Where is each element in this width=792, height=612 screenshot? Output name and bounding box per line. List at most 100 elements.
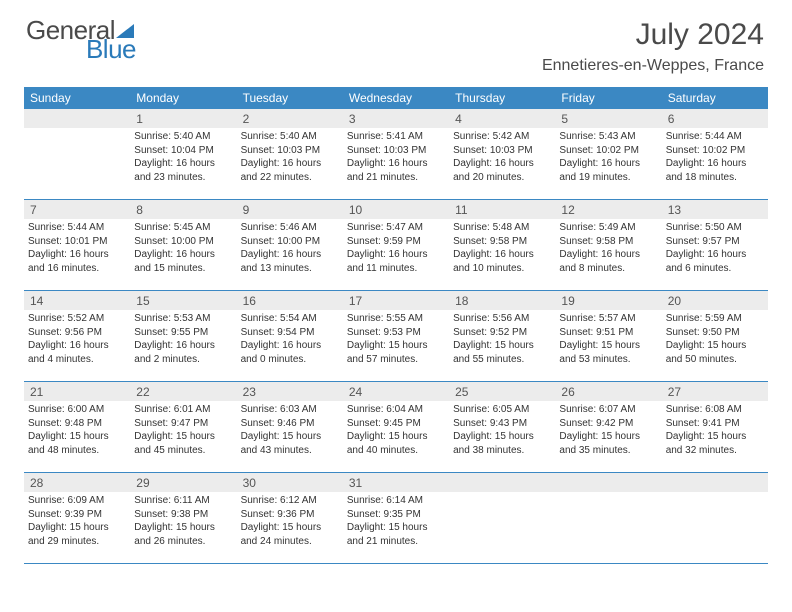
- day-cell: 14Sunrise: 5:52 AMSunset: 9:56 PMDayligh…: [24, 291, 130, 382]
- day-sunrise: Sunrise: 5:54 AM: [241, 312, 339, 326]
- day-number: 22: [130, 382, 236, 401]
- day-dl2: and 6 minutes.: [666, 262, 764, 276]
- day-dl2: and 15 minutes.: [134, 262, 232, 276]
- col-head-sat: Saturday: [662, 87, 768, 109]
- day-sunset: Sunset: 10:03 PM: [241, 144, 339, 158]
- day-sunset: Sunset: 9:52 PM: [453, 326, 551, 340]
- calendar-table: Sunday Monday Tuesday Wednesday Thursday…: [24, 87, 768, 564]
- day-number: 13: [662, 200, 768, 219]
- day-number: [449, 473, 555, 492]
- day-sunrise: Sunrise: 5:41 AM: [347, 130, 445, 144]
- day-cell: 25Sunrise: 6:05 AMSunset: 9:43 PMDayligh…: [449, 382, 555, 473]
- day-dl2: and 29 minutes.: [28, 535, 126, 549]
- day-dl1: Daylight: 16 hours: [666, 157, 764, 171]
- day-cell: 24Sunrise: 6:04 AMSunset: 9:45 PMDayligh…: [343, 382, 449, 473]
- day-dl1: Daylight: 16 hours: [559, 157, 657, 171]
- weekday-header-row: Sunday Monday Tuesday Wednesday Thursday…: [24, 87, 768, 109]
- day-number: 26: [555, 382, 661, 401]
- day-sunrise: Sunrise: 6:07 AM: [559, 403, 657, 417]
- day-details: Sunrise: 5:42 AMSunset: 10:03 PMDaylight…: [449, 128, 555, 188]
- day-cell: 31Sunrise: 6:14 AMSunset: 9:35 PMDayligh…: [343, 473, 449, 564]
- day-dl2: and 48 minutes.: [28, 444, 126, 458]
- day-sunset: Sunset: 9:55 PM: [134, 326, 232, 340]
- day-dl2: and 16 minutes.: [28, 262, 126, 276]
- day-number: 29: [130, 473, 236, 492]
- day-dl2: and 24 minutes.: [241, 535, 339, 549]
- day-number: 28: [24, 473, 130, 492]
- day-cell: 7Sunrise: 5:44 AMSunset: 10:01 PMDayligh…: [24, 200, 130, 291]
- day-cell: 29Sunrise: 6:11 AMSunset: 9:38 PMDayligh…: [130, 473, 236, 564]
- day-sunset: Sunset: 9:47 PM: [134, 417, 232, 431]
- day-number: [662, 473, 768, 492]
- day-details: Sunrise: 5:45 AMSunset: 10:00 PMDaylight…: [130, 219, 236, 279]
- day-number: 25: [449, 382, 555, 401]
- day-sunset: Sunset: 9:56 PM: [28, 326, 126, 340]
- day-sunrise: Sunrise: 6:12 AM: [241, 494, 339, 508]
- day-sunset: Sunset: 10:01 PM: [28, 235, 126, 249]
- day-details: Sunrise: 5:44 AMSunset: 10:01 PMDaylight…: [24, 219, 130, 279]
- day-cell: 6Sunrise: 5:44 AMSunset: 10:02 PMDayligh…: [662, 109, 768, 200]
- day-sunset: Sunset: 9:57 PM: [666, 235, 764, 249]
- day-sunset: Sunset: 10:00 PM: [241, 235, 339, 249]
- day-dl2: and 11 minutes.: [347, 262, 445, 276]
- day-sunset: Sunset: 9:59 PM: [347, 235, 445, 249]
- title-block: July 2024 Ennetieres-en-Weppes, France: [542, 18, 764, 75]
- calendar-row: 7Sunrise: 5:44 AMSunset: 10:01 PMDayligh…: [24, 200, 768, 291]
- day-number: 21: [24, 382, 130, 401]
- day-cell: 26Sunrise: 6:07 AMSunset: 9:42 PMDayligh…: [555, 382, 661, 473]
- day-number: [555, 473, 661, 492]
- day-sunrise: Sunrise: 5:48 AM: [453, 221, 551, 235]
- day-details: Sunrise: 6:04 AMSunset: 9:45 PMDaylight:…: [343, 401, 449, 461]
- day-dl1: Daylight: 16 hours: [134, 248, 232, 262]
- day-dl1: Daylight: 15 hours: [241, 430, 339, 444]
- day-cell: [24, 109, 130, 200]
- logo: GeneralBlue: [26, 18, 136, 61]
- day-dl2: and 22 minutes.: [241, 171, 339, 185]
- day-dl1: Daylight: 15 hours: [559, 430, 657, 444]
- day-dl1: Daylight: 16 hours: [347, 157, 445, 171]
- day-sunrise: Sunrise: 5:47 AM: [347, 221, 445, 235]
- day-number: 27: [662, 382, 768, 401]
- day-sunrise: Sunrise: 5:49 AM: [559, 221, 657, 235]
- day-cell: 10Sunrise: 5:47 AMSunset: 9:59 PMDayligh…: [343, 200, 449, 291]
- day-details: Sunrise: 6:07 AMSunset: 9:42 PMDaylight:…: [555, 401, 661, 461]
- day-cell: 22Sunrise: 6:01 AMSunset: 9:47 PMDayligh…: [130, 382, 236, 473]
- day-cell: 18Sunrise: 5:56 AMSunset: 9:52 PMDayligh…: [449, 291, 555, 382]
- day-sunrise: Sunrise: 5:46 AM: [241, 221, 339, 235]
- day-details: Sunrise: 5:40 AMSunset: 10:04 PMDaylight…: [130, 128, 236, 188]
- col-head-thu: Thursday: [449, 87, 555, 109]
- day-details: Sunrise: 6:08 AMSunset: 9:41 PMDaylight:…: [662, 401, 768, 461]
- day-number: 30: [237, 473, 343, 492]
- day-sunrise: Sunrise: 5:44 AM: [666, 130, 764, 144]
- day-cell: 23Sunrise: 6:03 AMSunset: 9:46 PMDayligh…: [237, 382, 343, 473]
- day-number: 7: [24, 200, 130, 219]
- day-dl2: and 13 minutes.: [241, 262, 339, 276]
- day-sunset: Sunset: 9:53 PM: [347, 326, 445, 340]
- day-cell: [449, 473, 555, 564]
- day-number: 24: [343, 382, 449, 401]
- day-dl1: Daylight: 16 hours: [134, 339, 232, 353]
- day-dl2: and 2 minutes.: [134, 353, 232, 367]
- logo-text-blue: Blue: [86, 34, 136, 64]
- day-sunrise: Sunrise: 5:45 AM: [134, 221, 232, 235]
- day-dl2: and 50 minutes.: [666, 353, 764, 367]
- day-cell: 17Sunrise: 5:55 AMSunset: 9:53 PMDayligh…: [343, 291, 449, 382]
- day-dl2: and 57 minutes.: [347, 353, 445, 367]
- day-details: Sunrise: 6:14 AMSunset: 9:35 PMDaylight:…: [343, 492, 449, 552]
- day-details: Sunrise: 5:54 AMSunset: 9:54 PMDaylight:…: [237, 310, 343, 370]
- day-dl1: Daylight: 15 hours: [28, 521, 126, 535]
- day-details: Sunrise: 6:12 AMSunset: 9:36 PMDaylight:…: [237, 492, 343, 552]
- day-sunset: Sunset: 9:36 PM: [241, 508, 339, 522]
- day-sunrise: Sunrise: 5:44 AM: [28, 221, 126, 235]
- day-details: Sunrise: 5:40 AMSunset: 10:03 PMDaylight…: [237, 128, 343, 188]
- day-details: Sunrise: 6:11 AMSunset: 9:38 PMDaylight:…: [130, 492, 236, 552]
- col-head-mon: Monday: [130, 87, 236, 109]
- day-sunrise: Sunrise: 5:56 AM: [453, 312, 551, 326]
- calendar-row: 1Sunrise: 5:40 AMSunset: 10:04 PMDayligh…: [24, 109, 768, 200]
- day-cell: 5Sunrise: 5:43 AMSunset: 10:02 PMDayligh…: [555, 109, 661, 200]
- day-sunrise: Sunrise: 6:05 AM: [453, 403, 551, 417]
- day-details: Sunrise: 5:47 AMSunset: 9:59 PMDaylight:…: [343, 219, 449, 279]
- day-sunrise: Sunrise: 5:43 AM: [559, 130, 657, 144]
- day-number: 9: [237, 200, 343, 219]
- day-dl2: and 0 minutes.: [241, 353, 339, 367]
